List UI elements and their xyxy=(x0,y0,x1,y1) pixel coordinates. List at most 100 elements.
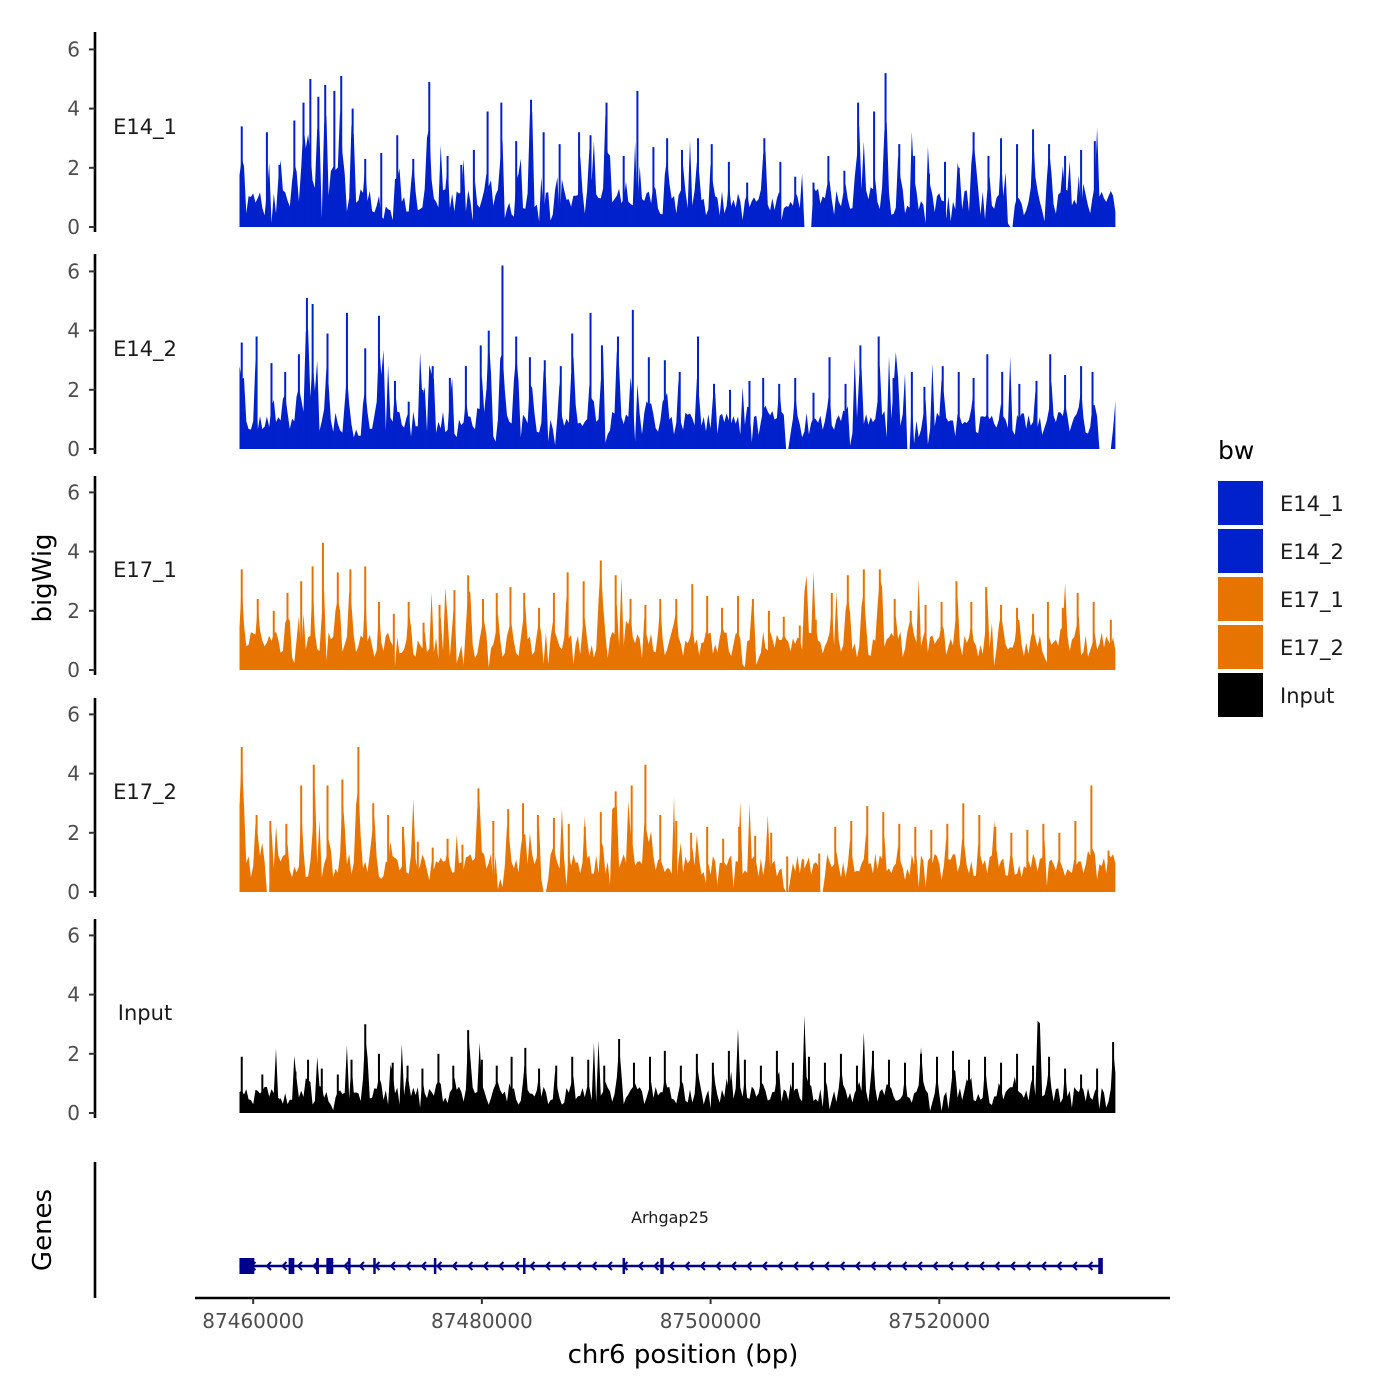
legend-label: E17_1 xyxy=(1280,588,1344,613)
strand-arrow xyxy=(653,1261,660,1271)
strand-arrow xyxy=(901,1261,908,1271)
genes-axis-title: Genes xyxy=(28,1189,58,1271)
y-tick-label: 4 xyxy=(67,983,80,1007)
legend-swatch xyxy=(1218,577,1263,621)
strand-arrow xyxy=(978,1261,985,1271)
x-axis-title: chr6 position (bp) xyxy=(568,1340,799,1370)
track-label: E17_2 xyxy=(113,780,177,805)
strand-arrow xyxy=(668,1261,675,1271)
track-e17-2: 0 2 4 6 E17_2 xyxy=(67,698,1116,904)
strand-arrow xyxy=(870,1261,877,1271)
strand-arrow xyxy=(730,1261,737,1271)
strand-arrow xyxy=(405,1261,412,1271)
signal-area xyxy=(239,563,1116,670)
x-tick-label: 87500000 xyxy=(660,1309,762,1333)
y-tick-label: 2 xyxy=(67,1042,80,1066)
strand-arrow xyxy=(777,1261,784,1271)
x-tick-label: 87480000 xyxy=(431,1309,533,1333)
y-tick-label: 2 xyxy=(67,821,80,845)
strand-arrow xyxy=(932,1261,939,1271)
strand-arrow xyxy=(591,1261,598,1271)
strand-arrow xyxy=(808,1261,815,1271)
track-input: 0 2 4 6 Input xyxy=(67,919,1116,1125)
y-tick-label: 6 xyxy=(67,923,80,947)
legend: E14_1 E14_2 E17_1 E17_2 Input xyxy=(1218,481,1344,717)
strand-arrow xyxy=(916,1261,923,1271)
gene-exon xyxy=(660,1258,664,1274)
legend-label: E14_2 xyxy=(1280,540,1344,565)
signal-area xyxy=(239,1015,1116,1113)
track-label: E17_1 xyxy=(113,558,177,583)
strand-arrow xyxy=(513,1261,520,1271)
strand-arrow xyxy=(1071,1261,1078,1271)
gene-track xyxy=(93,1162,1103,1298)
gene-exon xyxy=(316,1258,319,1274)
gene-exon xyxy=(622,1258,626,1274)
gene-exon xyxy=(288,1258,295,1274)
strand-arrow xyxy=(1056,1261,1063,1271)
y-tick-label: 0 xyxy=(67,880,80,904)
y-tick-label: 0 xyxy=(67,658,80,682)
y-tick-label: 6 xyxy=(67,480,80,504)
track-label: E14_1 xyxy=(113,115,177,140)
y-tick-label: 4 xyxy=(67,540,80,564)
x-tick-label: 87460000 xyxy=(202,1309,304,1333)
legend-swatch xyxy=(1218,673,1263,717)
gene-label: Arhgap25 xyxy=(631,1208,709,1227)
gene-exon xyxy=(239,1258,255,1274)
track-label: E14_2 xyxy=(113,337,177,362)
strand-arrow xyxy=(885,1261,892,1271)
strand-arrow xyxy=(281,1261,288,1271)
strand-arrow xyxy=(436,1261,443,1271)
gene-exon xyxy=(348,1258,351,1274)
legend-title: bw xyxy=(1218,436,1254,465)
signal-area xyxy=(239,330,1116,449)
strand-arrow xyxy=(529,1261,536,1271)
y-tick-label: 2 xyxy=(67,378,80,402)
strand-arrow xyxy=(994,1261,1001,1271)
y-tick-label: 2 xyxy=(67,599,80,623)
gene-exon xyxy=(1098,1258,1103,1274)
track-e14-1: 0 2 4 6 E14_1 xyxy=(67,32,1116,239)
strand-arrow xyxy=(420,1261,427,1271)
track-label: Input xyxy=(118,1001,172,1025)
signal-area xyxy=(239,109,1116,227)
y-tick-label: 6 xyxy=(67,259,80,283)
y-tick-label: 6 xyxy=(67,702,80,726)
track-e17-1: 0 2 4 6 E17_1 xyxy=(67,476,1116,682)
strand-arrow xyxy=(947,1261,954,1271)
strand-arrow xyxy=(467,1261,474,1271)
strand-arrow xyxy=(792,1261,799,1271)
track-e14-2: 0 2 4 6 E14_2 xyxy=(67,254,1116,461)
x-axis: 87460000 87480000 87500000 87520000 xyxy=(195,1296,1170,1333)
y-axis-title: bigWig xyxy=(28,533,58,622)
strand-arrow xyxy=(343,1261,350,1271)
strand-arrow xyxy=(963,1261,970,1271)
y-tick-label: 4 xyxy=(67,97,80,121)
gene-exon xyxy=(433,1258,437,1274)
strand-arrow xyxy=(560,1261,567,1271)
strand-arrow xyxy=(296,1261,303,1271)
strand-arrow xyxy=(606,1261,613,1271)
y-tick-label: 4 xyxy=(67,319,80,343)
strand-arrow xyxy=(684,1261,691,1271)
strand-arrow xyxy=(575,1261,582,1271)
gene-exon xyxy=(373,1258,376,1274)
signal-area xyxy=(239,755,1116,892)
strand-arrow xyxy=(1040,1261,1047,1271)
legend-label: E14_1 xyxy=(1280,492,1344,517)
strand-arrow xyxy=(1087,1261,1094,1271)
legend-swatch xyxy=(1218,529,1263,573)
strand-arrow xyxy=(699,1261,706,1271)
strand-arrow xyxy=(1025,1261,1032,1271)
legend-swatch xyxy=(1218,625,1263,669)
strand-arrow xyxy=(854,1261,861,1271)
y-tick-label: 6 xyxy=(67,37,80,61)
strand-arrow xyxy=(637,1261,644,1271)
strand-arrow xyxy=(1009,1261,1016,1271)
strand-arrow xyxy=(715,1261,722,1271)
strand-arrow xyxy=(482,1261,489,1271)
legend-swatch xyxy=(1218,481,1263,525)
x-tick-label: 87520000 xyxy=(888,1309,990,1333)
y-tick-label: 0 xyxy=(67,1101,80,1125)
